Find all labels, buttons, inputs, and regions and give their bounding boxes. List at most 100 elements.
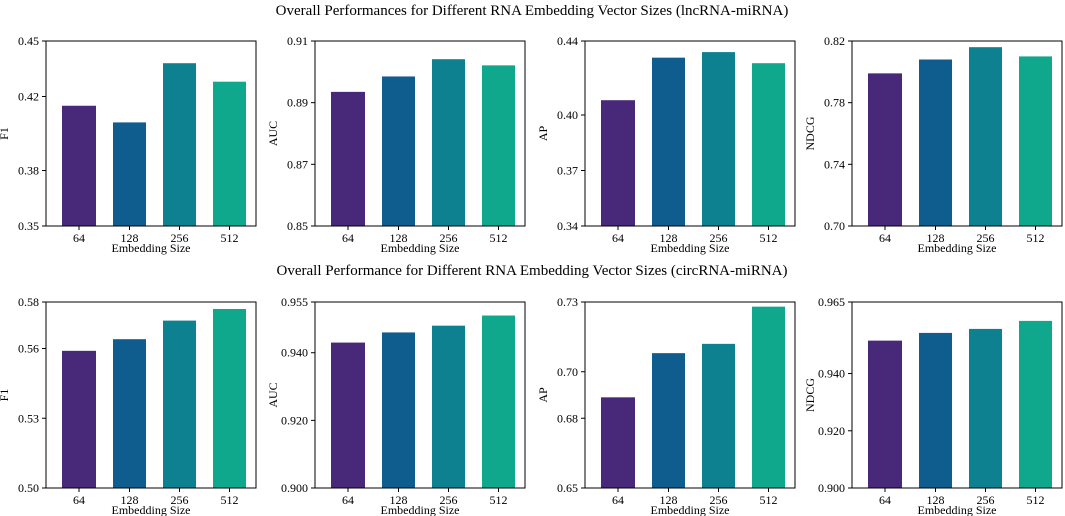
x-axis-label: Embedding Size bbox=[918, 503, 997, 516]
bar-64 bbox=[331, 342, 365, 488]
x-tick-label: 128 bbox=[927, 231, 945, 245]
y-tick-label: 0.56 bbox=[18, 342, 39, 356]
x-tick-label: 512 bbox=[1027, 493, 1045, 507]
y-tick-label: 0.38 bbox=[18, 164, 39, 178]
x-tick-label: 64 bbox=[612, 231, 624, 245]
bar-128 bbox=[919, 332, 952, 488]
y-axis-label: AUC bbox=[266, 382, 280, 407]
axes-frame bbox=[851, 301, 1063, 489]
y-axis-label: F1 bbox=[0, 127, 11, 140]
axes-frame bbox=[45, 301, 257, 489]
y-tick-label: 0.91 bbox=[287, 34, 308, 48]
x-tick-label: 512 bbox=[221, 231, 239, 245]
y-tick-label: 0.955 bbox=[281, 295, 308, 309]
y-tick-label: 0.40 bbox=[557, 108, 578, 122]
x-tick-label: 64 bbox=[879, 493, 891, 507]
y-tick-label: 0.68 bbox=[557, 411, 578, 425]
y-tick-label: 0.940 bbox=[281, 346, 308, 360]
x-tick-label: 64 bbox=[342, 493, 354, 507]
x-tick-label: 256 bbox=[977, 493, 995, 507]
y-tick-label: 0.85 bbox=[287, 219, 308, 233]
bar-64 bbox=[868, 73, 902, 226]
x-tick-label: 64 bbox=[73, 231, 85, 245]
bar-512 bbox=[482, 65, 515, 226]
bar-128 bbox=[382, 76, 415, 226]
bar-128 bbox=[652, 353, 685, 488]
y-tick-label: 0.920 bbox=[281, 413, 308, 427]
y-tick-label: 0.70 bbox=[824, 219, 845, 233]
chart-1-f1: 0.58 0.56 0.53 0.50 64 128 256 512 Embedding Siz… bbox=[0, 295, 257, 516]
bar-128 bbox=[919, 59, 952, 226]
bar-128 bbox=[113, 339, 146, 488]
x-axis-label: Embedding Size bbox=[918, 241, 997, 255]
y-tick-label: 0.74 bbox=[824, 157, 845, 171]
chart-1-auc: 0.955 0.940 0.920 0.900 64 128 256 512 Embedding… bbox=[266, 295, 526, 516]
bar-64 bbox=[601, 100, 635, 226]
y-tick-label: 0.53 bbox=[18, 411, 39, 425]
x-tick-label: 256 bbox=[440, 493, 458, 507]
x-tick-label: 64 bbox=[73, 493, 85, 507]
axes-frame bbox=[314, 301, 526, 489]
bar-128 bbox=[652, 57, 685, 227]
row-title-circrna: Overall Performance for Different RNA Em… bbox=[277, 263, 788, 279]
charts-grid: 0.45 0.42 0.38 0.35 64 128 256 512 Embedding Siz… bbox=[0, 34, 1063, 516]
y-tick-label: 0.900 bbox=[281, 481, 308, 495]
y-tick-label: 0.89 bbox=[287, 96, 308, 110]
x-tick-label: 128 bbox=[927, 493, 945, 507]
x-tick-label: 512 bbox=[490, 493, 508, 507]
x-axis-label: Embedding Size bbox=[651, 503, 730, 516]
x-tick-label: 128 bbox=[660, 231, 678, 245]
axes-frame bbox=[584, 301, 796, 489]
y-tick-label: 0.82 bbox=[824, 34, 845, 48]
bar-512 bbox=[213, 308, 246, 488]
y-tick-label: 0.65 bbox=[557, 481, 578, 495]
x-tick-label: 512 bbox=[221, 493, 239, 507]
x-tick-label: 256 bbox=[171, 493, 189, 507]
bar-64 bbox=[601, 397, 635, 488]
bar-64 bbox=[331, 91, 365, 226]
axes-frame bbox=[314, 40, 526, 227]
y-axis-label: NDCG bbox=[803, 378, 817, 412]
x-tick-label: 512 bbox=[490, 231, 508, 245]
x-tick-label: 256 bbox=[977, 231, 995, 245]
bar-256 bbox=[432, 59, 465, 226]
bar-256 bbox=[702, 52, 735, 226]
bar-256 bbox=[969, 47, 1002, 226]
x-tick-label: 128 bbox=[121, 231, 139, 245]
axes-frame bbox=[45, 40, 257, 227]
y-tick-label: 0.78 bbox=[824, 96, 845, 110]
x-axis-label: Embedding Size bbox=[651, 241, 730, 255]
row-title-lncrna: Overall Performances for Different RNA E… bbox=[276, 3, 789, 19]
x-tick-label: 512 bbox=[760, 493, 778, 507]
y-tick-label: 0.965 bbox=[818, 295, 845, 309]
y-tick-label: 0.50 bbox=[18, 481, 39, 495]
bar-256 bbox=[969, 328, 1002, 488]
chart-0-f1: 0.45 0.42 0.38 0.35 64 128 256 512 Embedding Siz… bbox=[0, 34, 257, 255]
bar-64 bbox=[868, 340, 902, 488]
x-tick-label: 256 bbox=[171, 231, 189, 245]
y-tick-label: 0.34 bbox=[557, 219, 578, 233]
x-tick-label: 128 bbox=[390, 231, 408, 245]
x-tick-label: 128 bbox=[390, 493, 408, 507]
x-axis-label: Embedding Size bbox=[381, 241, 460, 255]
y-tick-label: 0.920 bbox=[818, 424, 845, 438]
y-axis-label: AP bbox=[536, 126, 550, 142]
chart-0-ap: 0.44 0.40 0.37 0.34 64 128 256 512 Embedding Siz… bbox=[536, 34, 796, 255]
x-tick-label: 256 bbox=[440, 231, 458, 245]
y-axis-label: F1 bbox=[0, 389, 11, 402]
bar-512 bbox=[482, 315, 515, 488]
bar-512 bbox=[752, 63, 785, 227]
axes-frame bbox=[584, 40, 796, 227]
y-tick-label: 0.940 bbox=[818, 367, 845, 381]
bar-128 bbox=[113, 122, 146, 226]
chart-0-auc: 0.91 0.89 0.87 0.85 64 128 256 512 Embedding Siz… bbox=[266, 34, 526, 255]
x-tick-label: 512 bbox=[1027, 231, 1045, 245]
axes-frame bbox=[851, 40, 1063, 227]
chart-1-ndcg: 0.965 0.940 0.920 0.900 64 128 256 512 Embedding… bbox=[803, 295, 1063, 516]
y-axis-label: AUC bbox=[266, 121, 280, 146]
x-axis-label: Embedding Size bbox=[112, 241, 191, 255]
y-tick-label: 0.70 bbox=[557, 365, 578, 379]
bar-512 bbox=[1019, 320, 1052, 488]
x-axis-label: Embedding Size bbox=[381, 503, 460, 516]
